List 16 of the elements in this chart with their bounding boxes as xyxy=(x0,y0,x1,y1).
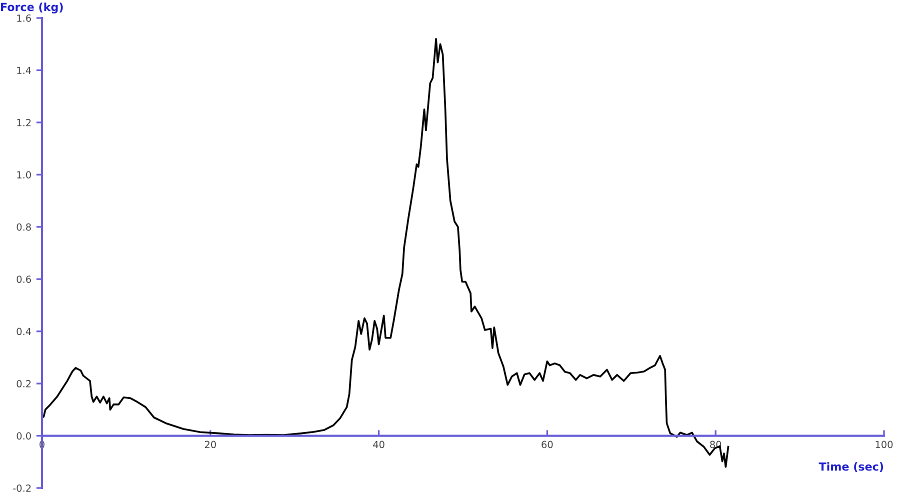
y-tick-label: 1.4 xyxy=(17,66,32,74)
x-axis-title: Time (sec) xyxy=(818,462,884,472)
y-tick-label: 0.4 xyxy=(16,328,32,336)
x-tick-label: 40 xyxy=(373,440,384,448)
y-tick-label: 0.8 xyxy=(16,223,31,231)
y-tick-label: 1.0 xyxy=(17,171,31,178)
y-tick-label: 1.2 xyxy=(17,118,31,126)
y-tick-label: 0.0 xyxy=(16,432,31,440)
y-tick-label: 1.6 xyxy=(17,14,31,22)
y-tick-label: 0.6 xyxy=(16,276,31,283)
x-tick-label: 20 xyxy=(204,440,216,448)
x-tick-label: 60 xyxy=(542,440,553,448)
y-tick-label: 0.2 xyxy=(16,380,31,388)
y-tick-label: -0.2 xyxy=(13,484,31,492)
y-axis-title: Force (kg) xyxy=(1,2,63,14)
x-tick-label: 100 xyxy=(876,440,893,448)
